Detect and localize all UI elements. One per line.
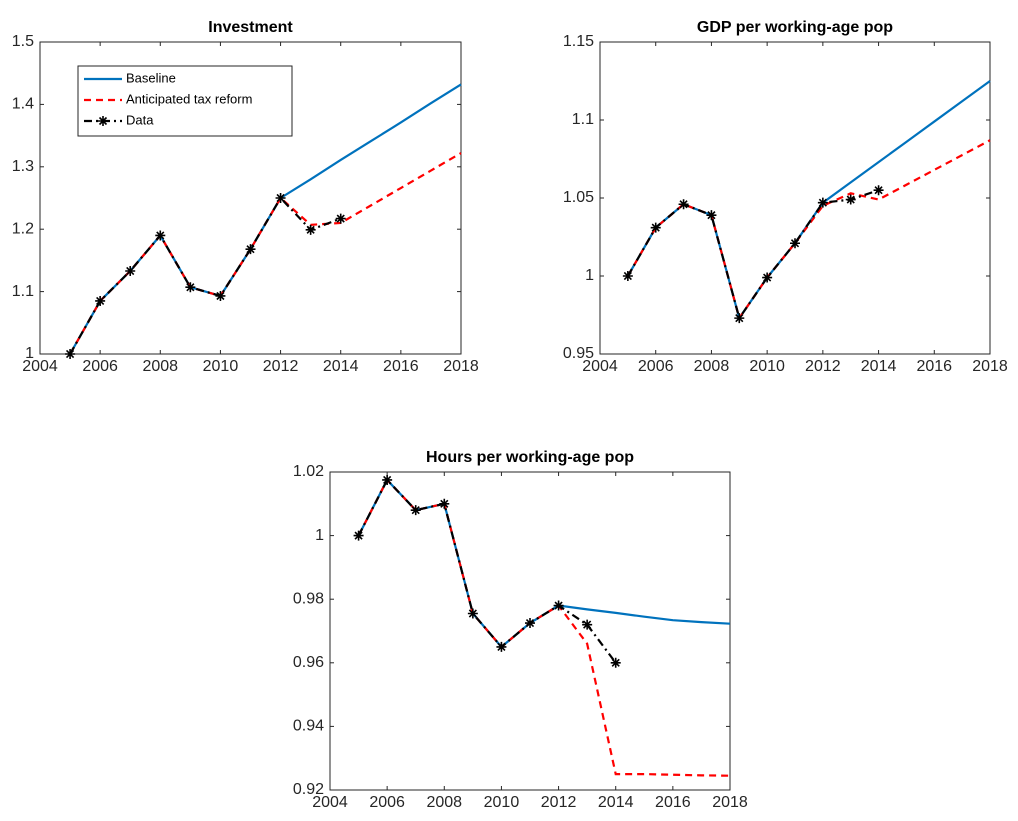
x-tick-label: 2018 bbox=[972, 358, 1008, 375]
chart-title: GDP per working-age pop bbox=[697, 19, 893, 36]
x-tick-label: 2018 bbox=[443, 358, 479, 375]
series-line bbox=[357, 478, 617, 664]
x-tick-label: 2016 bbox=[383, 358, 419, 375]
data-marker bbox=[335, 213, 346, 224]
x-tick-label: 2006 bbox=[82, 358, 118, 375]
data-marker bbox=[467, 608, 478, 619]
data-marker bbox=[215, 290, 226, 301]
series-line bbox=[626, 189, 879, 321]
x-tick-label: 2012 bbox=[541, 794, 577, 811]
data-marker bbox=[873, 185, 884, 196]
legend-label: Data bbox=[126, 112, 154, 127]
data-marker bbox=[706, 210, 717, 221]
x-tick-label: 2006 bbox=[369, 794, 405, 811]
plot-area bbox=[329, 471, 731, 791]
data-marker bbox=[762, 272, 773, 283]
data-marker bbox=[275, 193, 286, 203]
data-marker bbox=[410, 505, 421, 516]
y-tick-label: 0.94 bbox=[293, 718, 324, 735]
data-marker bbox=[155, 230, 166, 241]
x-tick-label: 2014 bbox=[861, 358, 897, 375]
y-tick-label: 0.96 bbox=[293, 654, 324, 671]
data-marker bbox=[125, 266, 136, 277]
plot-area bbox=[599, 41, 991, 355]
x-tick-label: 2012 bbox=[805, 358, 841, 375]
y-tick-label: 1 bbox=[25, 345, 34, 362]
data-marker bbox=[185, 282, 196, 293]
data-marker bbox=[65, 349, 76, 359]
x-tick-label: 2010 bbox=[749, 358, 785, 375]
x-tick-label: 2014 bbox=[598, 794, 634, 811]
x-tick-label: 2014 bbox=[323, 358, 359, 375]
data-marker bbox=[845, 194, 856, 205]
x-tick-label: 2016 bbox=[916, 358, 952, 375]
data-marker bbox=[245, 244, 256, 255]
data-marker bbox=[95, 295, 106, 306]
y-tick-label: 1 bbox=[315, 527, 324, 544]
data-marker bbox=[817, 197, 828, 208]
x-tick-label: 2004 bbox=[22, 358, 58, 375]
x-tick-label: 2010 bbox=[484, 794, 520, 811]
legend-label: Baseline bbox=[126, 70, 176, 85]
legend-marker bbox=[98, 116, 108, 126]
data-marker bbox=[353, 530, 364, 541]
data-marker bbox=[382, 474, 393, 485]
data-marker bbox=[734, 313, 745, 324]
chart-title: Investment bbox=[208, 19, 293, 36]
y-tick-label: 1.02 bbox=[293, 463, 324, 480]
x-tick-label: 2008 bbox=[426, 794, 462, 811]
y-tick-label: 1.2 bbox=[12, 220, 34, 237]
x-tick-label: 2008 bbox=[142, 358, 178, 375]
x-tick-label: 2012 bbox=[263, 358, 299, 375]
y-tick-label: 0.98 bbox=[293, 590, 324, 607]
data-marker bbox=[439, 498, 450, 509]
data-marker bbox=[496, 641, 507, 652]
data-marker bbox=[582, 619, 593, 630]
series-line bbox=[69, 196, 342, 355]
data-marker bbox=[678, 199, 689, 210]
x-tick-label: 2004 bbox=[312, 794, 348, 811]
data-marker bbox=[622, 271, 633, 281]
data-marker bbox=[650, 222, 661, 233]
y-tick-label: 1.15 bbox=[563, 33, 594, 50]
y-tick-label: 0.95 bbox=[563, 345, 594, 362]
x-tick-label: 2018 bbox=[712, 794, 748, 811]
x-tick-label: 2004 bbox=[582, 358, 618, 375]
x-tick-label: 2006 bbox=[638, 358, 674, 375]
data-marker bbox=[610, 657, 621, 668]
y-tick-label: 1.5 bbox=[12, 33, 34, 50]
y-tick-label: 1.4 bbox=[12, 96, 34, 113]
y-tick-label: 1.3 bbox=[12, 158, 34, 175]
legend: Baseline Anticipated tax reform Data bbox=[77, 65, 293, 137]
y-tick-label: 1.1 bbox=[12, 283, 34, 300]
data-marker bbox=[553, 600, 564, 611]
chart-title: Hours per working-age pop bbox=[426, 449, 634, 466]
data-marker bbox=[790, 238, 800, 249]
x-tick-label: 2008 bbox=[694, 358, 730, 375]
y-tick-label: 1.1 bbox=[572, 111, 594, 128]
y-tick-label: 1 bbox=[585, 267, 594, 284]
data-marker bbox=[525, 618, 535, 629]
x-tick-label: 2010 bbox=[203, 358, 239, 375]
y-tick-label: 0.92 bbox=[293, 781, 324, 798]
x-tick-label: 2016 bbox=[655, 794, 691, 811]
y-tick-label: 1.05 bbox=[563, 189, 594, 206]
legend-label: Anticipated tax reform bbox=[126, 91, 252, 106]
data-marker bbox=[305, 224, 316, 235]
